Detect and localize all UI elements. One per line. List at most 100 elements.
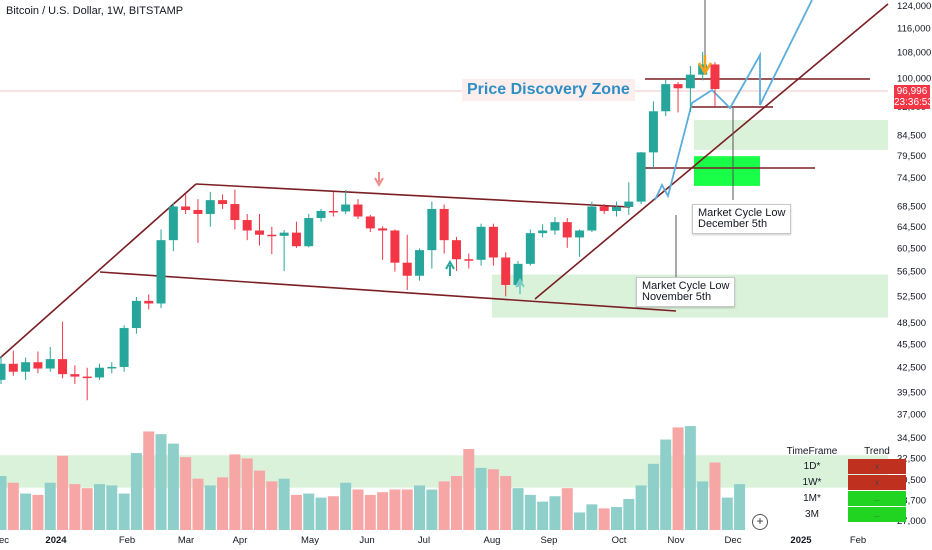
trend-cell: .. (848, 491, 906, 506)
volume-bar (327, 496, 339, 530)
add-indicator-button[interactable]: + (752, 514, 768, 530)
candle-body (365, 216, 375, 229)
candle-body (710, 64, 720, 89)
trend-line (99, 271, 677, 312)
price-axis-label: 124,000 (897, 1, 931, 12)
price-axis-label: 37,000 (897, 410, 926, 421)
volume-bar (574, 512, 586, 530)
candle-body (575, 230, 585, 238)
candle-body (587, 206, 597, 231)
time-axis-label: Nov (668, 535, 685, 546)
candle-body (94, 367, 104, 378)
volume-bar (266, 481, 278, 530)
price-axis-label: 32,500 (897, 453, 926, 464)
price-axis-label: 64,500 (897, 222, 926, 233)
annotation-cycle-low-november: Market Cycle Low November 5th (636, 277, 736, 307)
volume-bar (106, 485, 118, 530)
price-axis-label: 39,500 (897, 387, 926, 398)
candle-body (648, 111, 658, 153)
volume-bar (377, 492, 389, 530)
trend-table-row: 1M* .. (784, 491, 906, 506)
volume-bar (44, 482, 56, 530)
price-axis-label: 84,500 (897, 131, 926, 142)
bar-countdown: 23:36:53 (894, 97, 932, 108)
price-axis-label: 48,500 (897, 318, 926, 329)
candle-body (58, 359, 68, 375)
projection-path (654, 0, 813, 201)
time-axis-label: May (301, 535, 319, 546)
volume-bar (586, 504, 598, 530)
volume-bar (340, 482, 352, 530)
annotation-line: Market Cycle Low (698, 207, 786, 219)
volume-bar (192, 478, 204, 530)
volume-bar (180, 457, 192, 530)
trend-cell: x (848, 475, 906, 490)
candle-body (550, 222, 560, 231)
volume-bar (0, 476, 7, 530)
orange-down-arrow (697, 55, 713, 76)
up-arrow (445, 259, 455, 276)
volume-bar (426, 489, 438, 530)
candle-body (291, 232, 301, 247)
volume-bar (352, 489, 364, 530)
volume-bar (734, 484, 746, 530)
price-axis-label: 108,000 (897, 48, 931, 59)
volume-bar (278, 478, 290, 530)
price-axis-label: 100,000 (897, 74, 931, 85)
candle-body (427, 208, 437, 251)
volume-bar (32, 494, 44, 530)
price-axis-label: 30,500 (897, 475, 926, 486)
volume-bar (254, 470, 266, 530)
time-axis: ec 2024 Feb Mar Apr May Jun Jul Aug Sep Oct Nov Dec 2… (0, 535, 866, 546)
candle-body (402, 262, 412, 276)
volume-bar (537, 501, 549, 530)
volume-bar (155, 434, 167, 530)
candle-body (599, 206, 609, 211)
candle-body (513, 263, 523, 285)
up-arrow (515, 277, 525, 294)
volume-bar (500, 476, 512, 530)
candle-body (0, 363, 6, 380)
volume-bar (697, 481, 709, 530)
volume-bar (721, 497, 733, 530)
price-axis-label: 79,500 (897, 151, 926, 162)
support-zone (694, 156, 760, 186)
price-axis-label: 34,500 (897, 433, 926, 444)
candle-body (488, 226, 498, 258)
volume-bar (647, 463, 659, 530)
time-axis-label: Jun (359, 535, 374, 546)
candle-body (525, 233, 535, 264)
price-axis-label: 60,500 (897, 243, 926, 254)
volume-bar (241, 458, 253, 530)
volume-bar (598, 508, 610, 530)
volume-bar (389, 489, 401, 530)
trend-table-header-trend: Trend (864, 446, 890, 457)
candle-body (107, 366, 117, 369)
price-axis-label: 68,500 (897, 201, 926, 212)
chart-title: Bitcoin / U.S. Dollar, 1W, BITSTAMP (6, 5, 184, 17)
annotation-line: November 5th (642, 291, 712, 303)
candle-body (451, 240, 461, 260)
time-axis-label: Aug (484, 535, 501, 546)
candle-body (661, 84, 671, 112)
candle-body (316, 210, 326, 219)
candle-body (353, 204, 363, 217)
candle-body (144, 300, 154, 304)
trend-table: TimeFrame Trend 1D* x 1W* x 1M* .. 3M .. (784, 444, 906, 523)
trend-table-row: 3M .. (784, 507, 906, 522)
candle-body (636, 152, 646, 202)
trend-cell: x (848, 459, 906, 474)
candle-body (538, 230, 548, 234)
volume-bar (204, 485, 216, 530)
down-arrow (374, 172, 384, 188)
trend-line (195, 183, 631, 208)
price-axis-label: 28,700 (897, 495, 926, 506)
candle-body (378, 228, 388, 231)
candle-body (242, 220, 252, 231)
timeframe-label: 1D* (803, 461, 821, 472)
volume-bar (438, 481, 450, 530)
volume-bar (450, 476, 462, 530)
volume-bar (81, 488, 93, 530)
candle-body (501, 257, 511, 285)
